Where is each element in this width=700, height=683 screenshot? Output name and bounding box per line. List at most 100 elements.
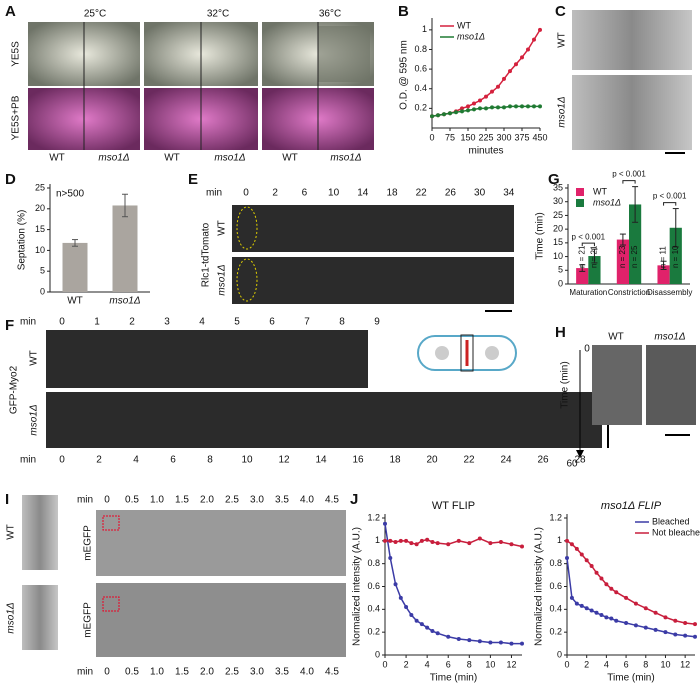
strain-label: WT <box>29 350 40 366</box>
legend-label: Bleached <box>652 516 690 526</box>
y-tick-label: 0.4 <box>367 604 380 614</box>
data-point <box>683 621 688 626</box>
x-tick-label: 300 <box>496 132 511 142</box>
data-point <box>467 638 472 643</box>
y-tick-label: 0.4 <box>414 83 427 93</box>
n-label: n = 11 <box>659 246 668 268</box>
temperature: 32°C <box>207 9 229 20</box>
panel-letter: D <box>5 171 16 188</box>
p-label: p < 0.001 <box>612 170 646 179</box>
n-label: n = 21 <box>577 245 586 268</box>
chart-title: WT FLIP <box>432 500 475 512</box>
data-point <box>609 586 614 591</box>
time-label: 3 <box>164 317 170 328</box>
bar <box>616 239 629 284</box>
data-point <box>490 105 494 110</box>
time-label: 34 <box>503 188 515 199</box>
strain-label: WT <box>557 32 568 48</box>
time-label: 2 <box>129 317 135 328</box>
series-line <box>566 540 696 625</box>
plate-images <box>28 22 374 150</box>
data-point <box>456 637 461 642</box>
time-label: 1.0 <box>150 495 164 506</box>
y-tick-label: 25 <box>35 182 45 192</box>
x-tick-label: 450 <box>532 132 547 142</box>
time-label: 2 <box>272 188 278 199</box>
y-tick-label: 0 <box>558 278 563 288</box>
strain-label: mso1Δ <box>217 264 228 295</box>
data-point <box>508 104 512 109</box>
time-label: 4 <box>199 317 205 328</box>
panel-letter: G <box>548 171 560 188</box>
time-label: 4 <box>133 455 139 466</box>
myo2-images <box>46 330 609 448</box>
time-label: 0 <box>584 344 590 355</box>
y-tick-label: 0 <box>40 286 45 296</box>
time-label: 14 <box>315 455 327 466</box>
data-point <box>435 541 440 546</box>
data-point <box>478 98 482 103</box>
data-point <box>589 563 594 568</box>
data-point <box>430 114 434 119</box>
strain-label: WT <box>164 153 180 164</box>
y-tick-label: 0 <box>557 649 562 659</box>
time-label: 0 <box>59 317 65 328</box>
data-point <box>488 640 493 645</box>
y-tick-label: 15 <box>35 224 45 234</box>
time-label: 2.5 <box>225 495 239 506</box>
x-tick-label: 0 <box>382 659 387 669</box>
data-point <box>653 627 658 632</box>
data-point <box>565 538 569 543</box>
x-axis-label: minutes <box>468 146 503 157</box>
time-label: 0 <box>243 188 249 199</box>
p-bracket <box>581 242 595 247</box>
temperature: 25°C <box>84 9 106 20</box>
time-label: 8 <box>339 317 345 328</box>
data-point <box>460 109 464 114</box>
y-tick-label: 0 <box>375 649 380 659</box>
time-label: 1.5 <box>175 495 189 506</box>
y-tick-label: 35 <box>553 182 563 192</box>
data-point <box>393 582 398 587</box>
time-label: 28 <box>574 455 586 466</box>
data-point <box>484 94 488 99</box>
panel-letter: C <box>555 3 566 20</box>
strain-label: mso1Δ <box>557 96 568 127</box>
data-point <box>584 606 589 611</box>
time-label: 0 <box>104 667 110 678</box>
data-point <box>496 84 500 89</box>
data-point <box>383 521 387 526</box>
panel-letter: F <box>5 317 14 334</box>
data-point <box>579 603 584 608</box>
y-tick-label: 0.2 <box>414 103 427 113</box>
data-point <box>589 608 594 613</box>
data-point <box>538 27 542 32</box>
data-point <box>663 615 668 620</box>
y-tick-label: 0.8 <box>549 558 562 568</box>
data-point <box>514 62 518 67</box>
time-label: 20 <box>426 455 438 466</box>
x-tick-label: 12 <box>680 659 690 669</box>
data-point <box>526 47 530 52</box>
n-label: n = 21 <box>590 245 599 268</box>
y-tick-label: 25 <box>553 210 563 220</box>
data-point <box>663 630 668 635</box>
x-tick-label: 0 <box>429 132 434 142</box>
data-point <box>508 69 512 74</box>
bar <box>62 242 88 292</box>
data-point <box>693 622 697 627</box>
data-point <box>509 542 514 547</box>
y-tick-label: 1.2 <box>367 512 380 522</box>
data-point <box>520 55 524 60</box>
data-point <box>442 112 446 117</box>
x-tick-label: 2 <box>584 659 589 669</box>
time-label: 4.5 <box>325 495 339 506</box>
strain-label: WT <box>49 153 65 164</box>
n-label: n = 25 <box>630 245 639 268</box>
data-point <box>414 618 419 623</box>
y-tick-label: 0.6 <box>367 581 380 591</box>
medium-label: YE5S+PB <box>11 95 22 140</box>
chart-title: mso1Δ FLIP <box>601 500 662 512</box>
min-label: min <box>77 667 93 678</box>
